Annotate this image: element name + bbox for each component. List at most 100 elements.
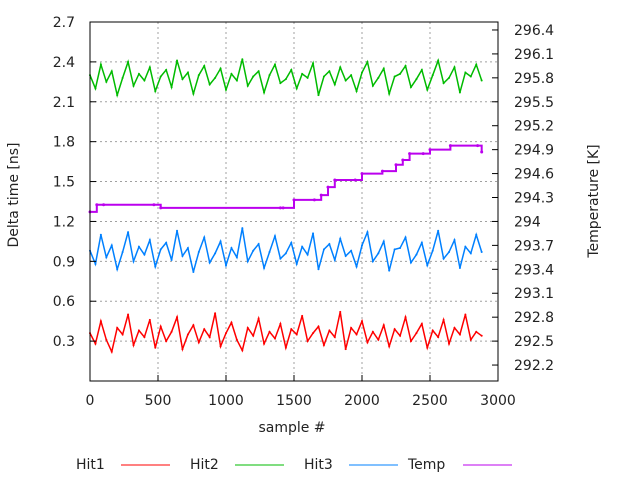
data-point-hit2 (382, 67, 385, 70)
y2-tick-label: 293.1 (514, 286, 554, 302)
data-point-hit1 (284, 346, 287, 349)
x-tick-label: 2000 (344, 393, 380, 409)
data-point-hit2 (295, 87, 298, 90)
data-point-temp (360, 172, 364, 176)
data-point-temp (380, 169, 384, 173)
data-point-hit1 (127, 313, 130, 316)
data-point-hit3 (203, 236, 206, 239)
y2-tick-label: 293.4 (514, 262, 554, 278)
data-point-temp (421, 152, 425, 156)
data-point-temp (394, 163, 398, 167)
data-point-hit3 (208, 261, 211, 264)
data-point-hit2 (165, 68, 168, 71)
data-point-hit2 (284, 78, 287, 81)
data-point-temp (401, 158, 405, 162)
data-point-hit1 (306, 340, 309, 343)
data-point-hit3 (170, 259, 173, 262)
data-point-hit2 (203, 64, 206, 67)
data-point-hit1 (458, 333, 461, 336)
data-point-hit1 (252, 334, 255, 337)
data-point-hit1 (94, 342, 97, 345)
data-point-hit2 (279, 82, 282, 85)
data-point-hit2 (116, 94, 119, 97)
data-point-temp (476, 144, 480, 148)
data-point-hit2 (431, 74, 434, 77)
data-point-hit2 (328, 70, 331, 73)
y-tick-label: 2.1 (53, 95, 75, 111)
y2-tick-label: 292.2 (514, 358, 554, 374)
data-point-hit1 (257, 317, 260, 320)
data-point-hit2 (415, 78, 418, 81)
data-point-hit1 (170, 330, 173, 333)
data-point-hit1 (415, 332, 418, 335)
data-point-hit2 (257, 70, 260, 73)
x-tick-label: 1500 (276, 393, 312, 409)
data-point-hit3 (431, 249, 434, 252)
data-point-hit1 (480, 334, 483, 337)
data-point-hit1 (159, 325, 162, 328)
y-tick-label: 1.2 (53, 214, 75, 230)
data-point-hit1 (426, 346, 429, 349)
data-point-hit1 (453, 326, 456, 329)
data-point-hit3 (263, 266, 266, 269)
data-point-hit1 (469, 338, 472, 341)
data-point-hit1 (388, 345, 391, 348)
data-point-hit3 (192, 270, 195, 273)
data-point-hit3 (469, 252, 472, 255)
data-point-hit2 (148, 66, 151, 69)
x-axis-label: sample # (258, 420, 325, 436)
data-point-hit1 (333, 336, 336, 339)
data-point-hit3 (186, 247, 189, 250)
series-line-temp (90, 144, 483, 213)
data-point-hit3 (99, 233, 102, 236)
data-point-hit1 (317, 325, 320, 328)
data-point-temp (480, 150, 484, 154)
data-point-hit1 (214, 312, 217, 315)
plot-area (88, 57, 484, 355)
data-point-hit3 (301, 245, 304, 248)
legend-label-hit2: Hit2 (190, 457, 219, 473)
data-point-temp (278, 206, 282, 210)
data-point-temp (353, 178, 357, 182)
y-tick-label: 2.4 (53, 55, 75, 71)
y-tick-label: 0.3 (53, 334, 75, 350)
data-point-hit2 (132, 84, 135, 87)
data-point-hit1 (230, 321, 233, 324)
data-point-hit2 (235, 79, 238, 82)
data-point-hit3 (475, 233, 478, 236)
data-point-hit1 (322, 344, 325, 347)
data-point-hit2 (350, 74, 353, 77)
data-point-hit3 (415, 253, 418, 256)
data-point-hit1 (290, 328, 293, 331)
data-point-hit3 (176, 229, 179, 232)
x-tick-label: 0 (86, 393, 95, 409)
data-point-hit2 (230, 72, 233, 75)
data-point-hit1 (165, 340, 168, 343)
data-point-hit2 (121, 76, 124, 79)
data-point-hit2 (301, 72, 304, 75)
y2-tick-label: 293.7 (514, 238, 554, 254)
y2-tick-label: 296.1 (514, 47, 554, 63)
data-point-temp (326, 185, 330, 189)
data-point-hit1 (181, 348, 184, 351)
data-point-hit3 (344, 255, 347, 258)
data-point-hit1 (99, 320, 102, 323)
data-point-hit2 (333, 83, 336, 86)
data-point-hit2 (268, 74, 271, 77)
data-point-hit2 (290, 68, 293, 71)
data-point-hit1 (409, 340, 412, 343)
data-point-hit2 (225, 88, 227, 91)
data-point-hit2 (448, 76, 451, 79)
data-point-hit3 (312, 232, 315, 235)
data-point-hit2 (377, 76, 380, 79)
data-point-hit3 (437, 229, 440, 232)
y2-tick-label: 295.2 (514, 119, 554, 135)
data-point-hit3 (420, 241, 423, 244)
data-point-hit3 (306, 253, 309, 256)
data-point-hit3 (241, 227, 244, 230)
data-point-hit2 (127, 60, 130, 63)
series-line-hit2 (89, 57, 483, 98)
data-point-hit1 (268, 330, 271, 333)
y2-tick-label: 294.6 (514, 167, 554, 183)
data-point-hit1 (355, 333, 358, 336)
